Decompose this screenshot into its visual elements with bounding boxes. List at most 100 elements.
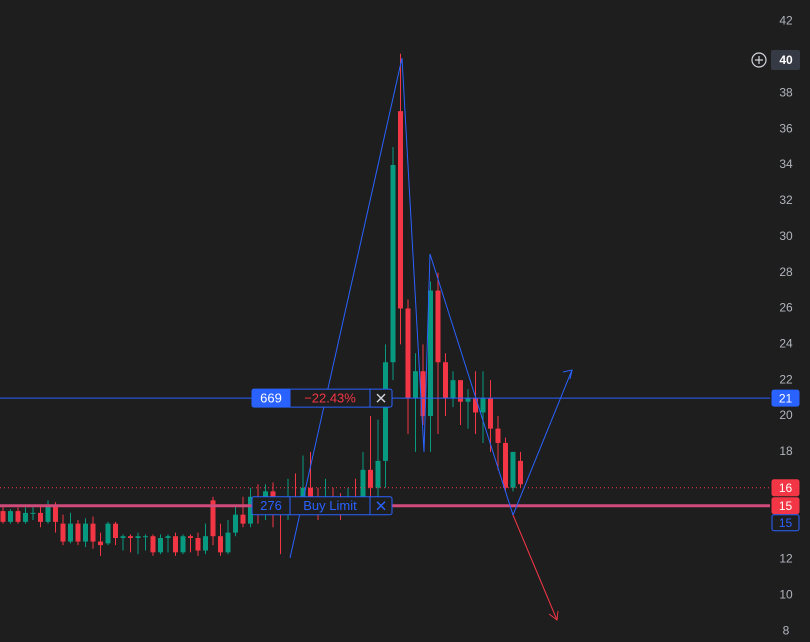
- close-icon[interactable]: [376, 393, 386, 403]
- candle-body: [413, 371, 418, 399]
- candle-body: [503, 442, 508, 488]
- y-tick-label: 24: [779, 336, 793, 350]
- order-change: −22.43%: [304, 391, 356, 406]
- y-tick-label: 30: [779, 229, 793, 243]
- pattern-line: [512, 514, 558, 621]
- candle-body: [210, 500, 216, 537]
- candle-body: [473, 398, 478, 413]
- candle-body: [240, 514, 246, 524]
- candle-body: [443, 362, 448, 399]
- candle-body: [135, 536, 141, 538]
- candle-body: [450, 380, 456, 399]
- candle-body: [480, 398, 486, 413]
- arrow-head: [548, 610, 559, 621]
- y-tick-label: 32: [779, 193, 793, 207]
- y-tick-label: 8: [783, 623, 790, 637]
- price-tag: [771, 479, 800, 497]
- candle-body: [0, 511, 6, 522]
- y-tick-label: 28: [779, 265, 793, 279]
- candle-body: [45, 505, 51, 522]
- candle-body: [90, 523, 96, 542]
- drawings: [289, 57, 573, 621]
- y-tick-label: 22: [779, 372, 793, 386]
- candle-body: [375, 460, 381, 488]
- candle-body: [435, 290, 441, 363]
- y-tick-label: 36: [779, 121, 793, 135]
- candle-body: [225, 532, 231, 553]
- candle-body: [128, 536, 133, 538]
- candle-body: [248, 496, 253, 524]
- price-tag: [771, 514, 800, 532]
- candle-body: [360, 469, 366, 510]
- candle-body: [195, 537, 201, 551]
- candle-body: [173, 536, 178, 553]
- price-tag-label: 21: [779, 391, 793, 405]
- y-tick-label: 18: [779, 444, 793, 458]
- candle-body: [458, 380, 463, 402]
- pattern-line: [289, 57, 573, 559]
- order-box[interactable]: [251, 496, 393, 516]
- candle-body: [510, 451, 516, 488]
- candle-body: [420, 371, 426, 417]
- plus-sign: [755, 56, 763, 64]
- candle-body: [368, 469, 373, 488]
- candle-body: [383, 362, 388, 461]
- candle-body: [75, 523, 81, 542]
- candle-body: [180, 536, 186, 553]
- candle-body: [60, 523, 66, 542]
- candle-body: [398, 111, 403, 309]
- candle-body: [113, 523, 118, 538]
- candle-body: [38, 512, 43, 522]
- plus-icon[interactable]: [751, 52, 767, 68]
- order-quantity: 669: [260, 391, 282, 406]
- order-label: Buy Limit: [303, 498, 357, 513]
- candle-body: [428, 290, 433, 417]
- price-tag-label: 15: [779, 516, 793, 530]
- candle-body: [98, 541, 103, 546]
- candle-body: [218, 536, 223, 553]
- crosshair-price: 40: [779, 53, 793, 67]
- candle-body: [15, 511, 21, 522]
- candle-body: [488, 398, 493, 429]
- order-quantity: 276: [260, 498, 282, 513]
- quantity-box: [252, 389, 290, 408]
- candle-body: [188, 536, 193, 538]
- y-tick-label: 42: [779, 14, 793, 28]
- price-tag: [771, 389, 800, 407]
- candle-body: [518, 460, 523, 485]
- y-tick-label: 34: [779, 157, 793, 171]
- candle-body: [143, 536, 148, 538]
- candle-body: [53, 505, 58, 522]
- add-button[interactable]: [751, 52, 767, 68]
- y-tick-label: 38: [779, 85, 793, 99]
- close-icon[interactable]: [376, 501, 386, 511]
- candle-body: [23, 512, 28, 522]
- candle-body: [8, 511, 13, 522]
- y-tick-label: 10: [779, 588, 793, 602]
- price-tag: [771, 497, 800, 515]
- candle-body: [165, 536, 171, 538]
- y-tick-label: 26: [779, 301, 793, 315]
- candle-body: [233, 514, 238, 533]
- candle-body: [30, 512, 36, 514]
- crosshair-tag: [771, 50, 800, 70]
- candle-body: [83, 523, 88, 542]
- candle-body: [203, 536, 208, 551]
- candle-body: [120, 536, 126, 538]
- candle-body: [390, 164, 396, 363]
- price-tag-label: 15: [779, 499, 793, 513]
- candle-body: [495, 428, 501, 443]
- y-tick-label: 20: [779, 408, 793, 422]
- y-tick-label: 12: [779, 552, 793, 566]
- plot-area: [0, 53, 770, 556]
- candle-body: [150, 536, 156, 553]
- candle-body: [105, 523, 111, 544]
- candle-body: [158, 537, 163, 553]
- overlay: 81012141618202224262830323436384042669−2…: [251, 14, 800, 637]
- candle-body: [68, 523, 73, 542]
- price-tag-label: 16: [779, 481, 793, 495]
- candle-body: [465, 398, 471, 402]
- candle-body: [405, 308, 411, 399]
- arrow-head: [562, 369, 573, 380]
